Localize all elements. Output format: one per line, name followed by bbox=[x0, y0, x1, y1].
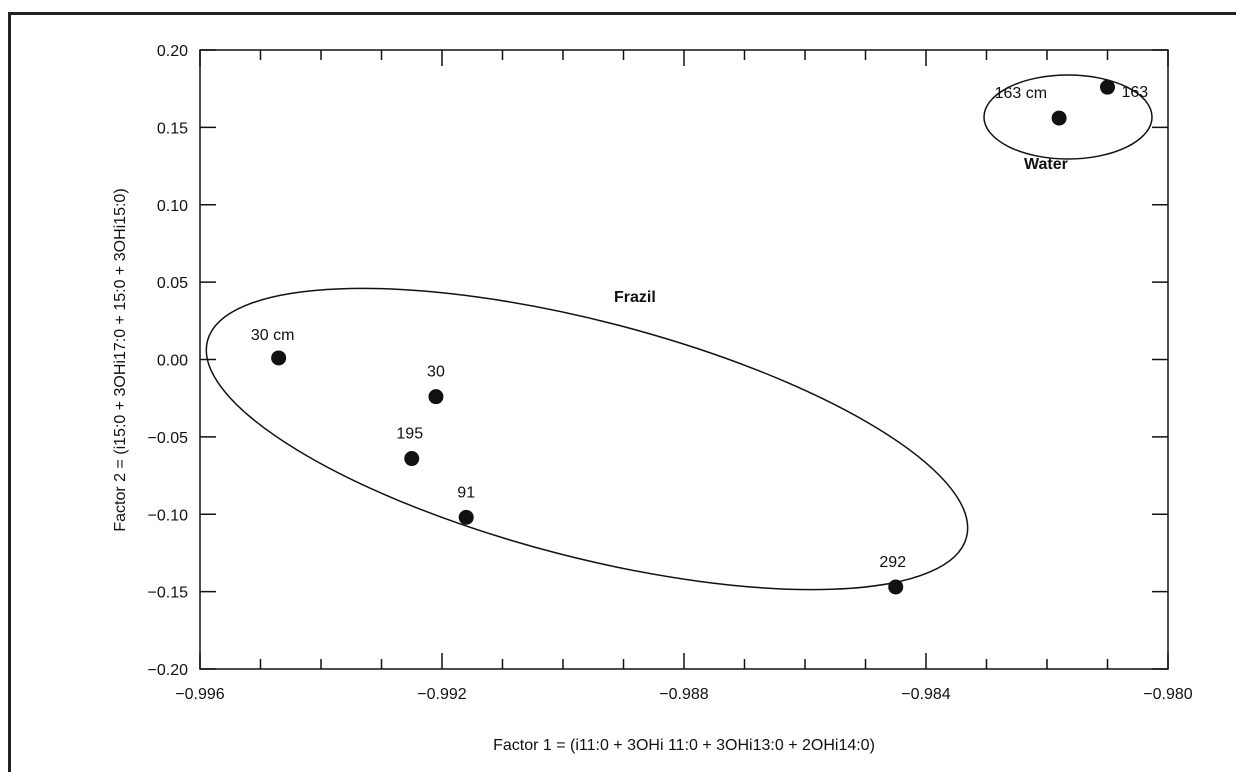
x-tick-label: −0.992 bbox=[417, 686, 466, 703]
data-point bbox=[1100, 79, 1115, 95]
y-tick-label: 0.05 bbox=[157, 275, 188, 292]
figure-frame bbox=[8, 12, 1236, 772]
y-axis-label: Factor 2 = (i15:0 + 3OHi17:0 + 15:0 + 3O… bbox=[112, 188, 129, 531]
y-tick-label: −0.05 bbox=[148, 430, 189, 447]
ticks: −0.996 −0.992 −0.988 −0.984 −0.980 0.20 0.15 0.… bbox=[148, 43, 1193, 703]
data-point bbox=[428, 389, 444, 405]
y-tick-label: −0.20 bbox=[148, 662, 189, 679]
data-points: 30 cm 30 195 91 292 163 cm 163 bbox=[251, 79, 1149, 595]
y-tick-label: −0.10 bbox=[148, 507, 189, 524]
x-tick-label: −0.988 bbox=[659, 686, 708, 703]
x-tick-label: −0.996 bbox=[175, 686, 224, 703]
x-tick-label: −0.984 bbox=[901, 686, 950, 703]
point-label: 292 bbox=[879, 554, 906, 571]
plot-area bbox=[199, 49, 1169, 670]
group-label-frazil: Frazil bbox=[614, 289, 656, 306]
y-tick-label: 0.00 bbox=[157, 353, 188, 370]
water-ellipse bbox=[983, 74, 1153, 160]
group-ellipses bbox=[205, 74, 1153, 591]
point-label: 163 cm bbox=[995, 85, 1047, 102]
frazil-ellipse bbox=[205, 287, 969, 591]
group-label-water: Water bbox=[1024, 156, 1068, 173]
y-tick-label: 0.20 bbox=[157, 43, 188, 60]
y-tick-label: −0.15 bbox=[148, 585, 189, 602]
point-label: 30 cm bbox=[251, 327, 295, 344]
point-label: 91 bbox=[457, 484, 475, 501]
y-tick-label: 0.10 bbox=[157, 198, 188, 215]
data-point bbox=[1051, 110, 1067, 126]
point-label: 163 bbox=[1122, 84, 1149, 101]
data-point bbox=[458, 509, 474, 525]
data-point bbox=[271, 350, 287, 366]
data-point bbox=[404, 451, 420, 467]
point-label: 195 bbox=[396, 426, 423, 443]
x-axis-label: Factor 1 = (i11:0 + 3OHi 11:0 + 3OHi13:0… bbox=[493, 737, 875, 754]
point-label: 30 bbox=[427, 364, 445, 381]
data-point bbox=[888, 579, 904, 595]
x-tick-label: −0.980 bbox=[1143, 686, 1192, 703]
y-tick-label: 0.15 bbox=[157, 120, 188, 137]
